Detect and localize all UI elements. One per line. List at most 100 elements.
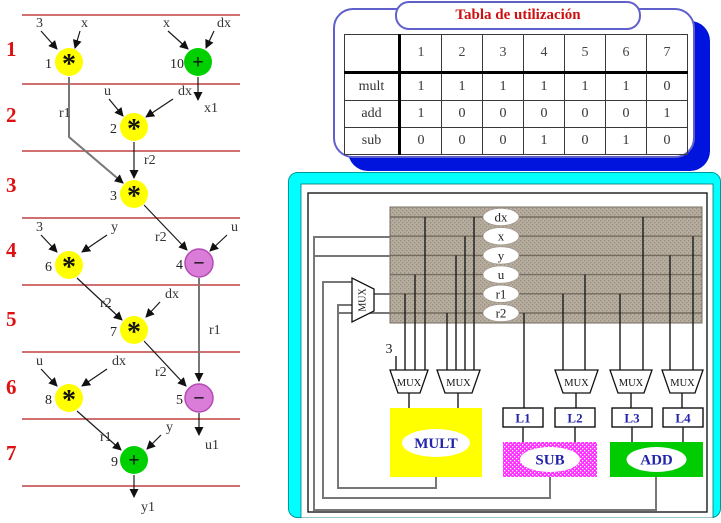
table-cell-sub: 0 (482, 127, 524, 155)
dfg-edge (205, 30, 215, 49)
unit-label-mult: MULT (414, 436, 458, 452)
mux (436, 369, 481, 394)
dfg-node-3: *3 (110, 180, 148, 212)
table-step-header: 6 (605, 34, 647, 74)
dfg-edge-label: x (163, 16, 170, 31)
dfg-edge (68, 77, 124, 184)
dfg-edge-label: dx (165, 287, 179, 302)
dfg-edge-label: r1 (209, 323, 221, 338)
table-cell-add: 1 (646, 100, 688, 128)
table-cell-mult: 1 (564, 72, 606, 101)
register-label-r2: r2 (496, 306, 507, 321)
dfg-edge-label: dx (178, 84, 192, 99)
dfg-node-circle-mult (120, 316, 148, 344)
dfg-node-op-symbol: * (127, 317, 141, 348)
table-step-header: 1 (399, 34, 442, 74)
table-step-header: 4 (523, 34, 565, 74)
dfg-node-op-symbol: * (127, 181, 141, 212)
dfg-edge-label: u (104, 84, 111, 99)
dfg-edge-label: r2 (100, 296, 112, 311)
table-row-label-add: add (344, 100, 401, 128)
dfg-node-circle-add (120, 446, 148, 474)
dfg-node-op-symbol: + (192, 52, 203, 74)
dfg-edge (145, 98, 174, 118)
dfg-node-4: −4 (176, 248, 214, 278)
table-step-header: 7 (646, 34, 688, 74)
dfg-node-number: 6 (45, 260, 52, 275)
feedback-wire (337, 304, 437, 489)
table-cell-sub: 0 (646, 127, 688, 155)
dfg-node-circle-mult (55, 251, 83, 279)
scheduled-dataflow-graph: 1 2 3 4 5 6 7 3 x x dx x1 u dx r1 r2 r2 3 y u r2 dx r1 r2 u dx r1 y… (0, 0, 290, 517)
step-label: 1 (6, 37, 17, 61)
dfg-edge (40, 368, 58, 387)
utilization-card: Tabla de utilización 1 2 3 4 5 6 7 mult 1 1 1 1 1 1 0 a… (333, 1, 695, 158)
table-cell-sub: 1 (523, 127, 565, 155)
unit-label-sub: SUB (535, 453, 564, 469)
latch-label-L2: L2 (567, 411, 582, 426)
dfg-edge-label: u (36, 354, 43, 369)
dfg-edge-label: dx (112, 354, 126, 369)
register-ellipse-dx (482, 208, 520, 226)
dfg-node-number: 2 (110, 122, 117, 137)
mux (609, 369, 653, 394)
dfg-edge (146, 434, 162, 450)
dfg-node-number: 1 (45, 57, 52, 72)
table-row-label-mult: mult (344, 72, 401, 101)
dfg-node-op-symbol: * (127, 114, 141, 145)
register-ellipse-r1 (482, 284, 520, 303)
register-label-r1: r1 (496, 286, 507, 301)
dfg-node-number: 7 (110, 325, 117, 340)
feedback-wire (322, 281, 551, 499)
dfg-edge-label: x1 (204, 101, 218, 116)
dfg-edge (76, 277, 123, 321)
dfg-node-1: *1 (45, 48, 83, 80)
datapath-diagram: 3 dx x y u r1 r2 MUX MUX MUX MUX MUX L1 L2 L3 L4 MULT SUB… (288, 172, 721, 519)
dfg-edge (40, 234, 58, 253)
dfg-node-number: 9 (111, 455, 118, 470)
register-file (389, 206, 703, 324)
dfg-edge-label: r2 (155, 230, 167, 245)
mux (661, 369, 704, 394)
dfg-node-number: 3 (110, 189, 117, 204)
dfg-node-2: *2 (110, 113, 148, 145)
dfg-node-op-symbol: − (193, 253, 204, 275)
register-label-y: y (498, 248, 505, 263)
dfg-edge-label: u (231, 220, 238, 235)
dfg-edge (209, 234, 228, 252)
table-step-header: 2 (441, 34, 483, 74)
register-ellipse-r2 (482, 304, 520, 322)
dfg-edge-label: y (166, 420, 173, 435)
dfg-node-5: −5 (176, 383, 214, 413)
table-cell-sub: 1 (605, 127, 647, 155)
table-cell-add: 0 (441, 100, 483, 128)
dfg-edge (167, 30, 189, 50)
step-label: 6 (6, 375, 17, 399)
step-label: 3 (6, 173, 17, 197)
dfg-node-circle-mult (120, 180, 148, 208)
dfg-node-op-symbol: * (62, 49, 76, 80)
dfg-node-op-symbol: * (62, 252, 76, 283)
dfg-edge (81, 234, 108, 253)
step-label: 5 (6, 307, 17, 331)
unit-ellipse-sub (520, 447, 580, 472)
dfg-edge-label: x (81, 16, 88, 31)
table-step-header: 3 (482, 34, 524, 74)
dfg-edge-label: 3 (36, 220, 43, 235)
dfg-node-circle-mult (55, 384, 83, 412)
dfg-edge-label: r1 (100, 430, 112, 445)
dfg-edge-label: r2 (144, 153, 156, 168)
mux (554, 369, 599, 394)
table-cell-add: 0 (605, 100, 647, 128)
table-cell-mult: 1 (482, 72, 524, 101)
dfg-edge-label: dx (217, 16, 231, 31)
table-cell-add: 0 (482, 100, 524, 128)
dfg-node-7: *7 (110, 316, 148, 348)
dfg-node-10: +10 (170, 48, 212, 76)
register-ellipse-x (482, 227, 520, 246)
register-label-u: u (498, 267, 505, 282)
dfg-edge-label: 3 (36, 16, 43, 31)
constant-3-label: 3 (386, 342, 393, 357)
writeback-mux-label: MUX (357, 288, 368, 312)
